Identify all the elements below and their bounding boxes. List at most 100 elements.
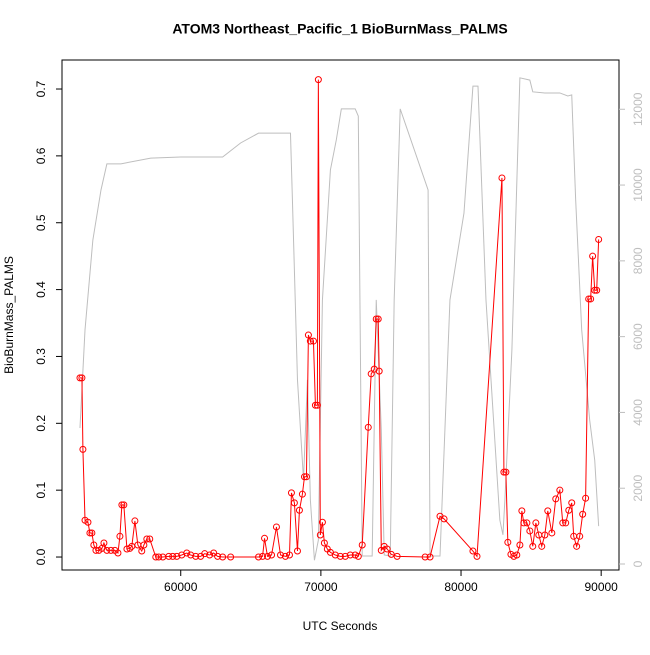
data-point <box>201 550 209 558</box>
data-point <box>263 552 271 560</box>
data-point <box>364 423 372 431</box>
data-point <box>585 295 593 303</box>
data-point <box>79 445 87 453</box>
data-point <box>302 473 310 481</box>
y-tick-label: 0.0 <box>34 548 48 565</box>
data-point <box>143 535 151 543</box>
y2-tick-label: 2000 <box>631 475 645 502</box>
x-tick-label: 60000 <box>164 580 198 594</box>
data-point <box>118 501 126 509</box>
data-point <box>354 552 362 560</box>
data-point <box>272 523 280 531</box>
data-point <box>375 367 383 375</box>
y2-tick-label: 6000 <box>631 323 645 350</box>
plot-frame <box>61 59 620 571</box>
data-point <box>568 499 576 507</box>
data-point <box>227 553 235 561</box>
data-point <box>559 519 567 527</box>
y2-tick-label: 0 <box>631 560 645 567</box>
data-point <box>140 541 148 549</box>
data-point <box>114 549 122 557</box>
y-tick-label: 0.7 <box>34 80 48 97</box>
data-point <box>219 553 227 561</box>
y-tick-label: 0.2 <box>34 415 48 432</box>
data-point <box>529 542 537 550</box>
data-point <box>287 489 295 497</box>
data-point <box>107 546 115 554</box>
data-point <box>498 174 506 182</box>
y2-tick-label: 8000 <box>631 247 645 274</box>
data-point <box>281 552 289 560</box>
data-point <box>526 527 534 535</box>
data-point <box>309 337 317 345</box>
x-tick-label: 80000 <box>444 580 478 594</box>
x-tick-label: 90000 <box>584 580 618 594</box>
data-point <box>552 495 560 503</box>
data-point <box>116 532 124 540</box>
data-point <box>100 539 108 547</box>
data-point <box>298 490 306 498</box>
data-point <box>131 517 139 525</box>
data-point <box>538 542 546 550</box>
data-point <box>383 545 391 553</box>
data-point <box>541 531 549 539</box>
data-point <box>518 507 526 515</box>
data-point <box>504 538 512 546</box>
data-point <box>318 518 326 526</box>
series-line <box>79 79 600 558</box>
data-point <box>88 529 96 537</box>
data-point <box>556 486 564 494</box>
data-point <box>138 547 146 555</box>
data-point <box>582 494 590 502</box>
data-point <box>84 518 92 526</box>
y-axis-label: BioBurnMass_PALMS <box>2 256 16 374</box>
data-point <box>331 551 339 559</box>
y-tick-label: 0.3 <box>34 348 48 365</box>
data-point <box>214 552 222 560</box>
data-point <box>589 252 597 260</box>
data-point <box>255 553 263 561</box>
data-point <box>346 551 354 559</box>
data-point <box>576 532 584 540</box>
series-line <box>79 77 600 561</box>
data-point <box>595 235 603 243</box>
data-point <box>579 510 587 518</box>
data-point <box>532 519 540 527</box>
data-point <box>523 519 531 527</box>
data-point <box>306 337 314 345</box>
data-point <box>146 535 154 543</box>
y-tick-label: 0.4 <box>34 281 48 298</box>
data-point <box>367 370 375 378</box>
data-point <box>341 552 349 560</box>
data-point <box>426 553 434 561</box>
data-point <box>516 541 524 549</box>
data-point <box>372 315 380 323</box>
data-point <box>562 519 570 527</box>
data-point <box>320 539 328 547</box>
data-point <box>293 547 301 555</box>
data-point <box>103 546 111 554</box>
data-point <box>565 506 573 514</box>
y-tick-label: 0.1 <box>34 482 48 499</box>
data-point <box>336 552 344 560</box>
data-point <box>421 553 429 561</box>
data-point <box>544 507 552 515</box>
y-tick-label: 0.5 <box>34 214 48 231</box>
data-point <box>440 515 448 523</box>
data-point <box>152 553 160 561</box>
data-point <box>169 552 177 560</box>
data-point <box>469 547 477 555</box>
data-point <box>86 529 94 537</box>
data-point <box>268 551 276 559</box>
data-point <box>513 551 521 559</box>
data-point <box>277 551 285 559</box>
data-point <box>593 286 601 294</box>
data-point <box>165 552 173 560</box>
data-point <box>173 552 181 560</box>
data-point <box>473 552 481 560</box>
data-point <box>92 546 100 554</box>
data-point <box>126 544 134 552</box>
data-point <box>187 551 195 559</box>
